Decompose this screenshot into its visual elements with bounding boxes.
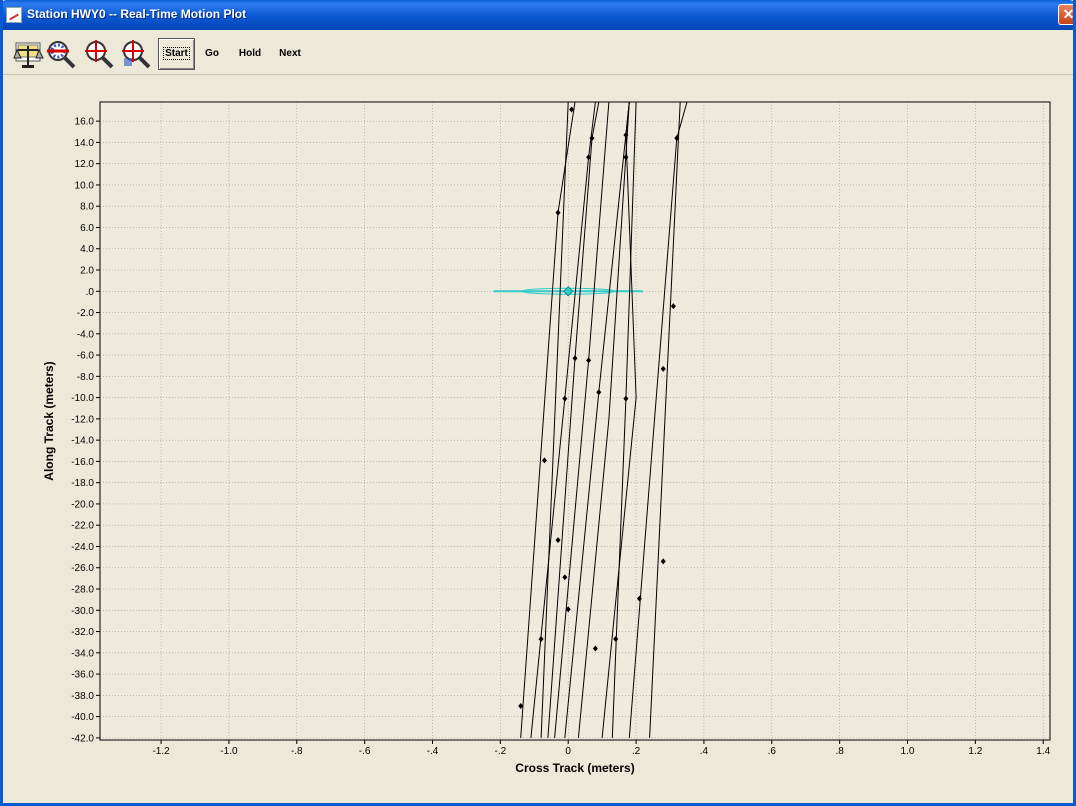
plot-canvas[interactable]: -1.2 -1.0 -.8 -.6 -.4 -.2 0 .2 .4 .6 .8 1.0 1.2 1.4 16…: [3, 80, 1073, 803]
hold-button[interactable]: Hold: [231, 38, 269, 70]
y-tick-label: -28.0: [71, 585, 94, 596]
x-tick-label: -.8: [291, 746, 303, 757]
y-tick-label: -10.0: [71, 393, 94, 404]
y-tick-label: -12.0: [71, 414, 94, 425]
app-icon: [6, 7, 22, 23]
x-tick-label: -1.2: [152, 746, 170, 757]
y-tick-label: -40.0: [71, 712, 94, 723]
toolbar: Start Go Hold Next: [3, 30, 1073, 75]
y-tick-label: -16.0: [71, 457, 94, 468]
y-tick-label: -22.0: [71, 521, 94, 532]
y-tick-label: -8.0: [77, 372, 95, 383]
y-axis-label: Along Track (meters): [42, 361, 56, 480]
y-tick-label: 14.0: [75, 138, 95, 149]
go-button-label: Go: [205, 48, 219, 59]
x-tick-label: -.4: [427, 746, 439, 757]
y-tick-label: 16.0: [75, 117, 95, 128]
y-tick-label: -18.0: [71, 478, 94, 489]
y-tick-label: -20.0: [71, 499, 94, 510]
scale-icon[interactable]: [12, 38, 44, 70]
y-tick-label: -36.0: [71, 670, 94, 681]
x-tick-label: -.6: [359, 746, 371, 757]
y-tick-label: 12.0: [75, 159, 95, 170]
next-button-label: Next: [279, 48, 301, 59]
y-tick-label: -26.0: [71, 563, 94, 574]
y-tick-label: -42.0: [71, 733, 94, 744]
x-tick-label: 1.2: [968, 746, 982, 757]
x-tick-label: 1.0: [901, 746, 915, 757]
zoom-out-icon[interactable]: [45, 38, 77, 70]
y-tick-label: -34.0: [71, 648, 94, 659]
title-bar: Station HWY0 -- Real-Time Motion Plot ✕: [0, 0, 1076, 30]
start-button-label: Start: [164, 48, 189, 59]
motion-plot: -1.2 -1.0 -.8 -.6 -.4 -.2 0 .2 .4 .6 .8 1.0 1.2 1.4 16…: [3, 80, 1073, 803]
y-tick-label: 10.0: [75, 180, 95, 191]
x-tick-label: 0: [565, 746, 571, 757]
y-tick-label: -32.0: [71, 627, 94, 638]
y-tick-label: -24.0: [71, 542, 94, 553]
start-button[interactable]: Start: [158, 38, 195, 70]
y-tick-label: -14.0: [71, 436, 94, 447]
x-tick-label: .2: [632, 746, 641, 757]
y-tick-label: 2.0: [80, 266, 94, 277]
y-tick-label: 8.0: [80, 202, 94, 213]
x-tick-label: 1.4: [1036, 746, 1050, 757]
y-tick-label: -2.0: [77, 308, 95, 319]
y-tick-label: -4.0: [77, 329, 95, 340]
window-title: Station HWY0 -- Real-Time Motion Plot: [27, 7, 246, 21]
x-tick-label: -1.0: [220, 746, 238, 757]
x-tick-label: .6: [768, 746, 777, 757]
y-tick-label: .0: [86, 287, 95, 298]
y-tick-label: -30.0: [71, 606, 94, 617]
x-tick-label: -.2: [495, 746, 507, 757]
y-tick-label: 4.0: [80, 244, 94, 255]
zoom-crosshair-icon[interactable]: [83, 38, 115, 70]
x-tick-label: .4: [700, 746, 709, 757]
y-tick-label: -38.0: [71, 691, 94, 702]
x-axis-label: Cross Track (meters): [515, 761, 634, 775]
hold-button-label: Hold: [239, 48, 261, 59]
y-tick-label: 6.0: [80, 223, 94, 234]
x-tick-label: .8: [835, 746, 844, 757]
go-button[interactable]: Go: [198, 38, 226, 70]
zoom-in-icon[interactable]: [120, 38, 152, 70]
y-tick-label: -6.0: [77, 351, 95, 362]
next-button[interactable]: Next: [271, 38, 309, 70]
